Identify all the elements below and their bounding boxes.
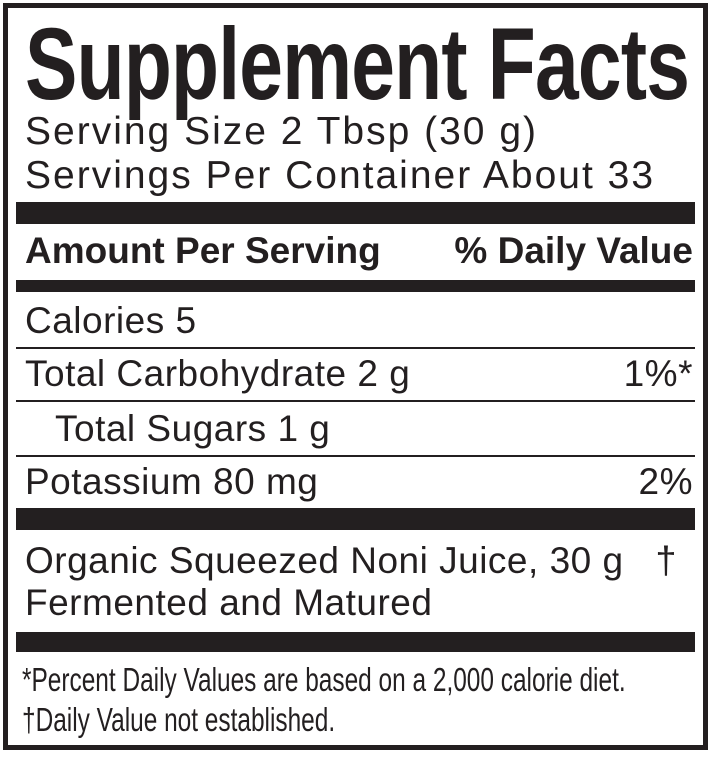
thick-rule-footnotes-top	[16, 632, 695, 652]
footnotes-section: *Percent Daily Values are based on a 2,0…	[16, 652, 695, 740]
ingredient-line-2: Fermented and Matured	[25, 582, 433, 623]
serving-size-text: Serving Size 2 Tbsp (30 g)	[25, 110, 539, 153]
percent-daily-value-header: % Daily Value	[454, 230, 693, 271]
thick-rule-ingredient-top	[16, 508, 695, 530]
supplement-facts-panel: Supplement Facts Serving Size 2 Tbsp (30…	[3, 3, 708, 750]
footnote-daily-value-not-established: †Daily Value not established.	[22, 701, 336, 738]
table-row-potassium: Potassium 80 mg 2%	[16, 457, 695, 508]
nutrient-value: 2%	[638, 461, 693, 502]
thin-rule-2	[16, 400, 695, 402]
medium-rule-header	[16, 280, 695, 292]
table-row-ingredient: Organic Squeezed Noni Juice, 30 g Fermen…	[16, 530, 695, 632]
nutrient-name: Total Carbohydrate 2 g	[25, 353, 411, 394]
thin-rule-1	[16, 347, 695, 349]
ingredient-line-1: Organic Squeezed Noni Juice, 30 g	[25, 540, 624, 581]
table-row-calories: Calories 5	[16, 292, 695, 347]
panel-title: Supplement Facts	[25, 7, 690, 121]
ingredient-text: Organic Squeezed Noni Juice, 30 g Fermen…	[25, 540, 624, 624]
footnote-percent-daily-values: *Percent Daily Values are based on a 2,0…	[22, 661, 626, 698]
nutrient-name: Calories 5	[25, 300, 197, 341]
table-header-row: Amount Per Serving % Daily Value	[16, 224, 695, 280]
nutrient-name: Total Sugars 1 g	[55, 408, 331, 449]
dagger-symbol: †	[655, 540, 677, 582]
nutrient-value: 1%*	[623, 353, 693, 394]
servings-per-container-text: Servings Per Container About 33	[25, 154, 656, 197]
thin-rule-3	[16, 455, 695, 457]
table-row-total-carbohydrate: Total Carbohydrate 2 g 1%*	[16, 349, 695, 400]
amount-per-serving-header: Amount Per Serving	[25, 230, 381, 271]
thick-rule-top	[16, 202, 695, 224]
panel-title-row: Supplement Facts	[25, 7, 695, 121]
table-row-total-sugars: Total Sugars 1 g	[16, 402, 695, 455]
nutrient-name: Potassium 80 mg	[25, 461, 319, 502]
